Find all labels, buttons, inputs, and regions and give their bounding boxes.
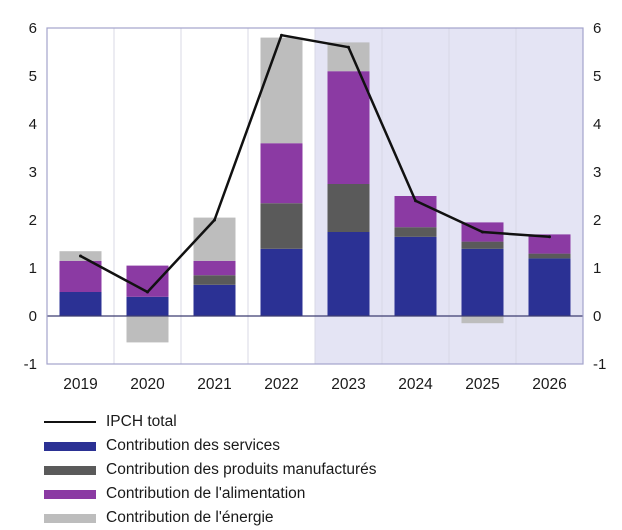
bar-segment — [528, 234, 571, 254]
y-tick-label-right: 2 — [593, 212, 601, 229]
chart-legend: IPCH total Contribution des services Contr… — [44, 410, 377, 530]
y-tick-label-right: 3 — [593, 164, 601, 181]
ipch-total-line — [79, 33, 550, 294]
ipch-total-point — [213, 218, 216, 222]
bar-segment — [193, 275, 236, 285]
bar-segment — [126, 296, 169, 316]
y-tick-label-left: 3 — [29, 164, 37, 181]
legend-label: Contribution des produits manufacturés — [106, 461, 377, 478]
ipch-total-point — [79, 254, 82, 258]
legend-label: Contribution de l'énergie — [106, 509, 274, 526]
ipch-total-point — [481, 230, 484, 234]
legend-swatch — [44, 441, 96, 451]
legend-item: Contribution de l'énergie — [44, 506, 377, 530]
bar-segment — [59, 260, 102, 292]
hicp-contributions-chart: -1 -1 0 0 1 1 2 2 3 3 4 4 5 5 6 6 2019 2020 2021 2022 2023 20… — [24, 20, 607, 393]
y-tick-label-left: 2 — [29, 212, 37, 229]
legend-item: IPCH total — [44, 410, 377, 434]
legend-item: Contribution des produits manufacturés — [44, 458, 377, 482]
bar-segment — [193, 217, 236, 261]
ipch-total-point — [347, 45, 350, 49]
y-tick-label-right: 1 — [593, 260, 601, 277]
y-tick-label-left: 5 — [29, 68, 37, 85]
bar-segment — [260, 143, 303, 204]
y-tick-label-left: -1 — [24, 356, 37, 373]
x-tick-label: 2022 — [264, 376, 298, 393]
y-tick-label-right: 5 — [593, 68, 601, 85]
y-tick-label-right: 0 — [593, 308, 601, 325]
legend-swatch — [44, 421, 96, 423]
ipch-total-point — [146, 290, 149, 294]
y-tick-label-left: 6 — [29, 20, 37, 37]
x-tick-label: 2021 — [197, 376, 231, 393]
ipch-total-point — [414, 199, 417, 203]
bar-segment — [327, 184, 370, 232]
ipch-total-point — [548, 235, 551, 239]
x-tick-label: 2026 — [532, 376, 566, 393]
legend-swatch — [44, 489, 96, 499]
bar-segment — [528, 253, 571, 259]
legend-label: Contribution des services — [106, 437, 281, 454]
y-tick-label-right: -1 — [593, 356, 606, 373]
bar-segment — [260, 248, 303, 316]
ipch-total-point — [280, 33, 283, 37]
y-tick-label-right: 6 — [593, 20, 601, 37]
y-tick-label-right: 4 — [593, 116, 601, 133]
bar-segment — [528, 258, 571, 316]
plot-border — [46, 27, 584, 365]
bar-segment — [59, 292, 102, 316]
bar-segment — [327, 232, 370, 316]
bar-segment — [461, 316, 504, 324]
bar-segment — [394, 227, 437, 237]
x-tick-label: 2024 — [398, 376, 433, 393]
legend-label: Contribution de l'alimentation — [106, 485, 306, 502]
y-tick-label-left: 0 — [29, 308, 37, 325]
bar-segment — [193, 284, 236, 316]
legend-label: IPCH total — [106, 413, 177, 430]
x-tick-label: 2020 — [130, 376, 165, 393]
y-tick-label-left: 1 — [29, 260, 37, 277]
bar-segment — [461, 248, 504, 316]
legend-swatch — [44, 513, 96, 523]
x-tick-label: 2025 — [465, 376, 499, 393]
bar-segment — [327, 71, 370, 184]
bar-segment — [126, 316, 169, 343]
y-tick-label-left: 4 — [29, 116, 37, 133]
legend-item: Contribution des services — [44, 434, 377, 458]
bar-segment — [260, 203, 303, 249]
bar-segment — [461, 241, 504, 249]
x-tick-label: 2019 — [63, 376, 97, 393]
x-tick-label: 2023 — [331, 376, 365, 393]
legend-swatch — [44, 465, 96, 475]
bar-segment — [260, 37, 303, 144]
bar-segment — [394, 236, 437, 316]
legend-item: Contribution de l'alimentation — [44, 482, 377, 506]
bar-segment — [193, 260, 236, 276]
